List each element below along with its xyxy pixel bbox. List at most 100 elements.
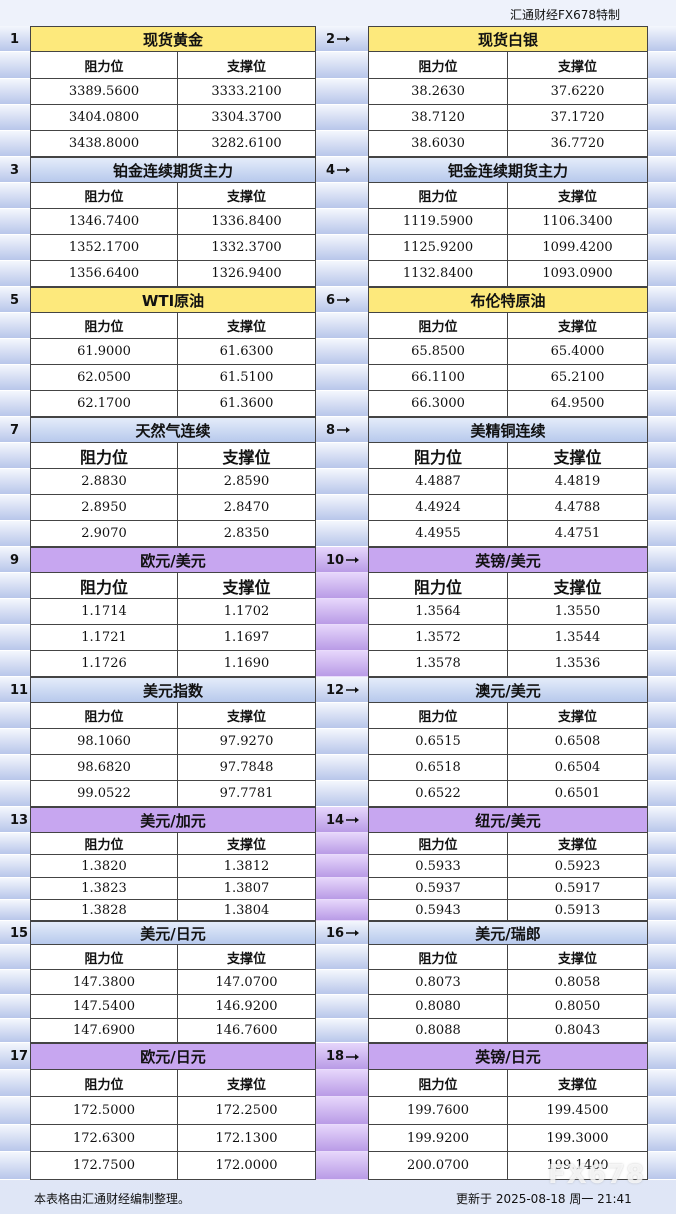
column-header: 阻力位 [368, 52, 508, 79]
price-cell: 199.7600 [368, 1097, 508, 1125]
side-stripe [648, 833, 676, 855]
arrow-icon [346, 687, 360, 693]
side-stripe [0, 495, 30, 521]
price-cell: 199.3000 [508, 1125, 648, 1152]
price-cell: 147.6900 [30, 1019, 178, 1043]
column-header: 支撑位 [508, 703, 648, 729]
side-stripe [0, 391, 30, 417]
middle-stripe [316, 365, 368, 391]
price-cell: 66.3000 [368, 391, 508, 417]
side-stripe [0, 921, 30, 945]
price-cell: 1.1702 [178, 599, 316, 625]
price-cell: 65.2100 [508, 365, 648, 391]
column-header: 阻力位 [368, 313, 508, 339]
block-title: 布伦特原油 [368, 287, 648, 313]
side-stripe [0, 131, 30, 157]
column-header: 阻力位 [30, 833, 178, 855]
side-stripe [648, 677, 676, 703]
column-header: 阻力位 [30, 703, 178, 729]
block-title: 美元指数 [30, 677, 316, 703]
price-cell: 0.8088 [368, 1019, 508, 1043]
column-header: 支撑位 [178, 443, 316, 469]
price-cell: 0.5917 [508, 878, 648, 900]
middle-stripe [316, 807, 368, 833]
price-cell: 61.6300 [178, 339, 316, 365]
middle-stripe [316, 1125, 368, 1152]
block-number: 8 [326, 417, 351, 443]
block-number: 2 [326, 26, 351, 52]
middle-stripe [316, 131, 368, 157]
side-stripe [0, 183, 30, 209]
arrow-icon [337, 297, 351, 303]
price-cell: 1093.0900 [508, 261, 648, 287]
price-cell: 3389.5600 [30, 79, 178, 105]
column-header: 支撑位 [178, 703, 316, 729]
middle-stripe [316, 417, 368, 443]
price-cell: 0.8058 [508, 970, 648, 995]
side-stripe [0, 573, 30, 599]
price-cell: 0.8043 [508, 1019, 648, 1043]
price-cell: 36.7720 [508, 131, 648, 157]
side-stripe [648, 365, 676, 391]
side-stripe [0, 469, 30, 495]
middle-stripe [316, 970, 368, 995]
side-stripe [0, 677, 30, 703]
middle-stripe [316, 261, 368, 287]
price-cell: 1125.9200 [368, 235, 508, 261]
side-stripe [0, 970, 30, 995]
side-stripe [648, 921, 676, 945]
price-cell: 1.1690 [178, 651, 316, 677]
column-header: 支撑位 [508, 52, 648, 79]
middle-stripe [316, 391, 368, 417]
price-cell: 1.3823 [30, 878, 178, 900]
price-cell: 3282.6100 [178, 131, 316, 157]
side-stripe [0, 339, 30, 365]
price-cell: 2.8350 [178, 521, 316, 547]
side-stripe [648, 995, 676, 1019]
middle-stripe [316, 1019, 368, 1043]
side-stripe [0, 833, 30, 855]
block-title: 现货黄金 [30, 26, 316, 52]
block-title: 美元/瑞郎 [368, 921, 648, 945]
price-cell: 0.8050 [508, 995, 648, 1019]
price-cell: 1.1697 [178, 625, 316, 651]
side-stripe [0, 79, 30, 105]
price-cell: 1.3550 [508, 599, 648, 625]
side-stripe [648, 469, 676, 495]
price-cell: 0.6515 [368, 729, 508, 755]
price-cell: 0.6508 [508, 729, 648, 755]
middle-stripe [316, 833, 368, 855]
column-header: 阻力位 [368, 443, 508, 469]
side-stripe [0, 52, 30, 79]
block-number: 10 [326, 547, 360, 573]
middle-stripe [316, 1097, 368, 1125]
side-stripe [648, 878, 676, 900]
price-cell: 1336.8400 [178, 209, 316, 235]
block-title: 美精铜连续 [368, 417, 648, 443]
price-cell: 2.8950 [30, 495, 178, 521]
price-cell: 1.3828 [30, 900, 178, 921]
middle-stripe [316, 79, 368, 105]
block-number: 3 [10, 162, 20, 178]
block-number: 17 [10, 1049, 29, 1064]
side-stripe [648, 26, 676, 52]
side-stripe [648, 1070, 676, 1097]
side-stripe [648, 703, 676, 729]
side-stripe [648, 79, 676, 105]
column-header: 阻力位 [368, 703, 508, 729]
column-header: 支撑位 [178, 313, 316, 339]
column-header: 阻力位 [368, 833, 508, 855]
price-cell: 1.3564 [368, 599, 508, 625]
middle-stripe [316, 1070, 368, 1097]
price-cell: 147.3800 [30, 970, 178, 995]
price-cell: 0.5913 [508, 900, 648, 921]
side-stripe [648, 391, 676, 417]
side-stripe [648, 235, 676, 261]
side-stripe [0, 313, 30, 339]
column-header: 支撑位 [178, 945, 316, 970]
price-cell: 1352.1700 [30, 235, 178, 261]
price-cell: 0.8073 [368, 970, 508, 995]
price-cell: 0.6522 [368, 781, 508, 807]
price-cell: 1326.9400 [178, 261, 316, 287]
side-stripe [0, 729, 30, 755]
